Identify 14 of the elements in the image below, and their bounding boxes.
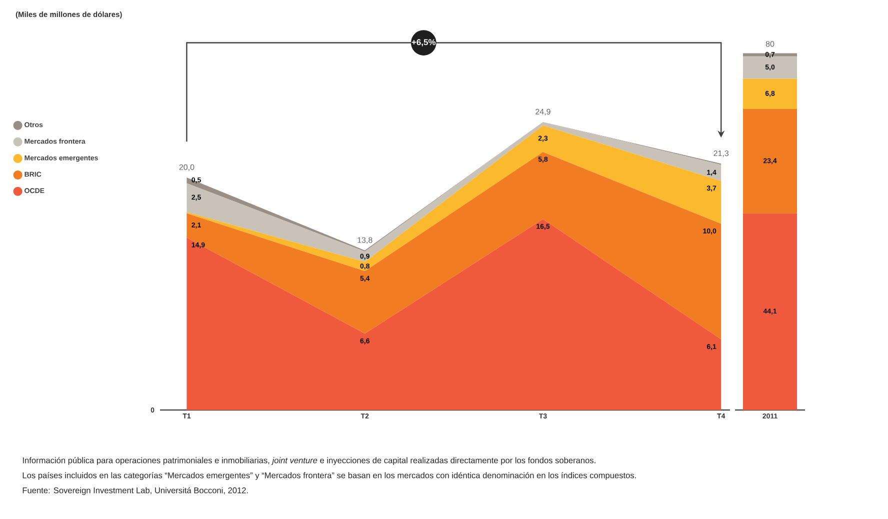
text: Los países incluidos en las categorías “Mercados emergentes” y “Mercados frontera” se basan en los mercados con idéntica denominación en los índices compuestos.	[22, 472, 636, 480]
total-label: 80	[766, 41, 774, 47]
total-label: 24,9	[536, 108, 550, 116]
bar	[743, 78, 798, 110]
bar	[743, 213, 798, 410]
total-label: 13,8	[358, 237, 372, 244]
bar	[743, 56, 798, 79]
total-label: 20,0	[179, 164, 194, 171]
text: Información pública para operaciones patrimoniales e inmobiliarias, joint venture e inyecciones de capital realizadas directamente por los fondos soberanos.	[22, 457, 596, 465]
bar	[743, 53, 798, 56]
text: +6,5%	[412, 39, 436, 46]
total-label: 21,3	[714, 150, 729, 158]
source-note: Fuente: Sovereign Investment Lab, Universitá Bocconi, 2012.	[22, 487, 248, 495]
bar	[743, 109, 798, 214]
